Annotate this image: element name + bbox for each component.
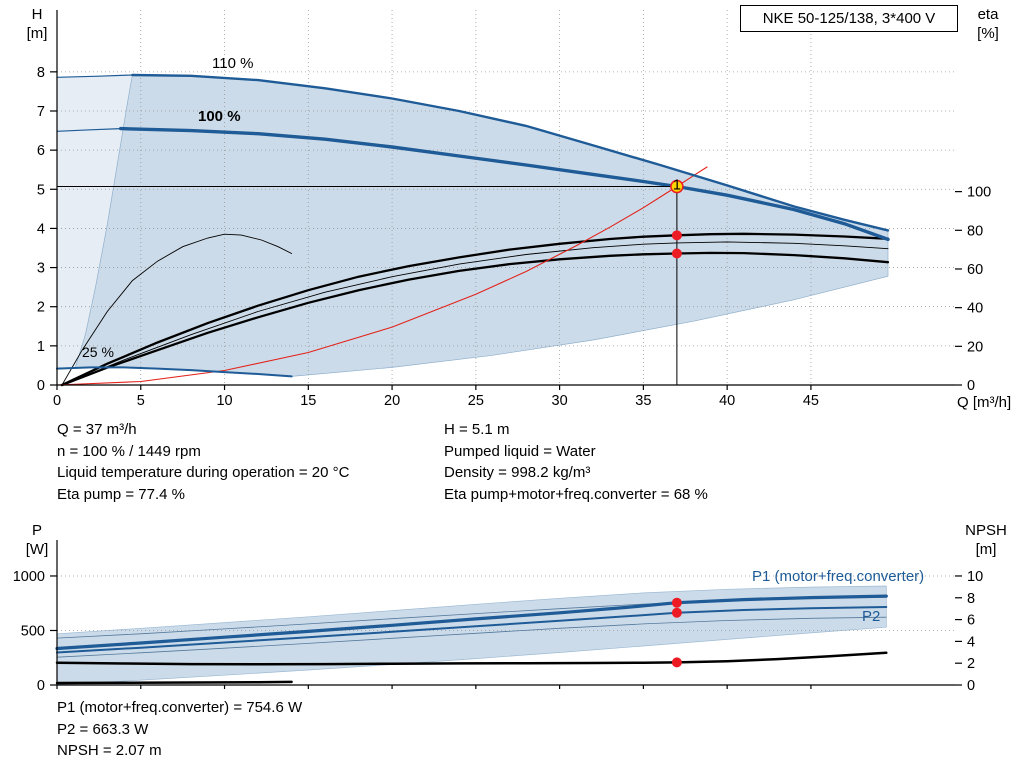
eta-axis-title: eta [%]: [962, 5, 1014, 43]
p-axis-unit: [W]: [25, 541, 49, 558]
svg-text:0: 0: [53, 393, 61, 409]
svg-text:1: 1: [37, 339, 45, 355]
eta-axis-unit: [%]: [977, 25, 999, 42]
h-axis-label: H: [31, 6, 43, 23]
svg-text:20: 20: [967, 339, 983, 355]
info-line-q: Q = 37 m³/h: [57, 421, 137, 438]
curve-label-p2: P2: [862, 608, 881, 625]
svg-text:45: 45: [803, 393, 819, 409]
p-axis-label: P: [31, 522, 42, 539]
svg-text:6: 6: [37, 143, 45, 159]
svg-text:35: 35: [635, 393, 651, 409]
svg-text:40: 40: [967, 301, 983, 317]
svg-text:20: 20: [384, 393, 400, 409]
eta-axis-label: eta: [977, 6, 999, 23]
svg-text:1000: 1000: [13, 569, 45, 585]
svg-text:15: 15: [300, 393, 316, 409]
svg-text:2: 2: [37, 300, 45, 316]
top-chart: 1 0 5 10 15 20 25 30 35 40 45 0 1 2 3 4 …: [37, 10, 991, 409]
npsh-axis-unit: [m]: [975, 541, 997, 558]
svg-text:4: 4: [37, 221, 45, 237]
svg-text:8: 8: [37, 65, 45, 81]
svg-text:2: 2: [967, 656, 975, 672]
svg-text:60: 60: [967, 262, 983, 278]
pump-title-box: NKE 50-125/138, 3*400 V: [740, 5, 958, 32]
info-line-eta-total: Eta pump+motor+freq.converter = 68 %: [444, 485, 708, 503]
results-panel: P1 (motor+freq.converter) = 754.6 W P2 =…: [57, 697, 302, 762]
info-line-temperature: Liquid temperature during operation = 20…: [57, 464, 350, 481]
svg-text:8: 8: [967, 591, 975, 607]
info-line-head: H = 5.1 m: [444, 421, 510, 438]
svg-text:7: 7: [37, 104, 45, 120]
info-line-speed: n = 100 % / 1449 rpm: [57, 442, 201, 460]
svg-text:5: 5: [37, 182, 45, 198]
svg-text:4: 4: [967, 634, 975, 650]
bottom-chart: 0 500 1000 0 2 4 6 8 10: [13, 540, 983, 694]
svg-text:40: 40: [719, 393, 735, 409]
curve-label-110: 110 %: [212, 55, 254, 72]
operating-data-right: H = 5.1 m Pumped liquid = Water Density …: [444, 419, 708, 505]
svg-text:0: 0: [967, 678, 975, 694]
q-axis-title: Q [m³/h]: [957, 394, 1012, 411]
svg-text:30: 30: [552, 393, 568, 409]
svg-text:3: 3: [37, 261, 45, 277]
svg-text:10: 10: [216, 393, 232, 409]
result-line-p1: P1 (motor+freq.converter) = 754.6 W: [57, 699, 303, 716]
svg-text:6: 6: [967, 613, 975, 629]
svg-text:0: 0: [37, 678, 45, 694]
svg-text:0: 0: [37, 378, 45, 394]
curve-label-25: 25 %: [82, 344, 114, 360]
svg-text:500: 500: [21, 623, 45, 639]
info-line-eta-pump: Eta pump = 77.4 %: [57, 485, 185, 503]
result-line-npsh: NPSH = 2.07 m: [57, 742, 162, 759]
svg-text:100: 100: [967, 185, 991, 201]
p-axis-title: P [W]: [16, 521, 58, 559]
npsh-axis-label: NPSH: [965, 522, 1007, 539]
h-axis-unit: [m]: [26, 25, 48, 42]
svg-text:80: 80: [967, 223, 983, 239]
curve-label-100: 100 %: [198, 108, 241, 125]
info-line-liquid: Pumped liquid = Water: [444, 442, 596, 460]
svg-text:5: 5: [137, 393, 145, 409]
svg-text:10: 10: [967, 569, 983, 585]
h-axis-title: H [m]: [16, 5, 58, 43]
info-line-density: Density = 998.2 kg/m³: [444, 464, 591, 481]
result-line-p2: P2 = 663.3 W: [57, 720, 149, 738]
svg-text:25: 25: [468, 393, 484, 409]
operating-data-left: Q = 37 m³/h n = 100 % / 1449 rpm Liquid …: [57, 419, 349, 505]
svg-text:0: 0: [967, 378, 975, 394]
svg-text:1: 1: [673, 178, 681, 194]
curve-label-p1: P1 (motor+freq.converter): [752, 568, 925, 585]
npsh-axis-title: NPSH [m]: [952, 521, 1020, 559]
